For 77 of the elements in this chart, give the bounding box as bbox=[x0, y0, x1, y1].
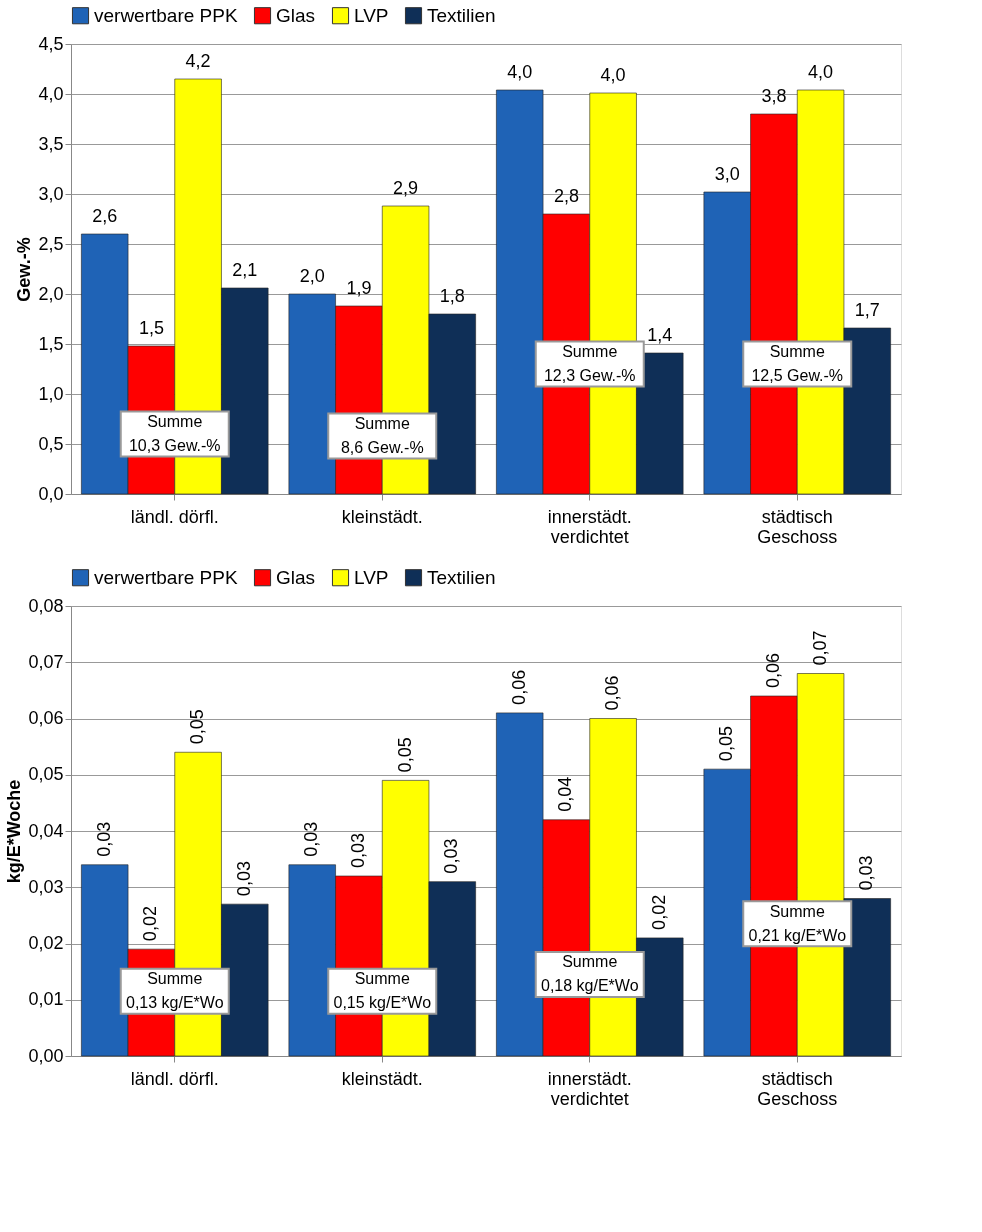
annotation: Summe 8,6 Gew.-% bbox=[340, 415, 424, 456]
data-label: 4,0 bbox=[808, 62, 834, 82]
y-tick-label: 0,08 bbox=[28, 595, 64, 616]
y-tick-label: 3,5 bbox=[38, 133, 64, 154]
data-label: 0,03 bbox=[233, 861, 254, 897]
legend-label: Textilien bbox=[427, 566, 496, 588]
data-label: 0,03 bbox=[441, 838, 462, 874]
data-label: 2,1 bbox=[232, 260, 258, 280]
data-label: 1,9 bbox=[346, 278, 372, 298]
data-label: 4,0 bbox=[507, 62, 533, 82]
x-tick-label: ländl. dörfl. bbox=[130, 1068, 219, 1089]
data-label: 0,04 bbox=[555, 776, 576, 812]
x-tick-label: ländl. dörfl. bbox=[130, 506, 219, 527]
legend-label: LVP bbox=[354, 566, 389, 588]
legend-label: verwertbare PPK bbox=[94, 4, 238, 26]
data-label: 1,4 bbox=[647, 325, 673, 345]
data-label: 0,02 bbox=[648, 894, 669, 930]
data-label: 3,0 bbox=[714, 164, 740, 184]
y-tick-label: 0,04 bbox=[28, 820, 64, 841]
x-tick-label: kleinstädt. bbox=[341, 506, 423, 527]
y-tick-label: 4,0 bbox=[38, 83, 64, 104]
y-axis-title: kg/E*Woche bbox=[4, 779, 25, 884]
x-tick-label: innerstädt. verdichtet bbox=[547, 1068, 632, 1109]
data-label: 0,07 bbox=[809, 630, 830, 666]
legend-label: LVP bbox=[354, 4, 389, 26]
data-label: 0,03 bbox=[856, 855, 877, 891]
annotation: Summe 12,3 Gew.-% bbox=[543, 343, 636, 384]
data-label: 2,0 bbox=[299, 266, 325, 286]
data-label: 2,6 bbox=[92, 206, 118, 226]
y-tick-label: 0,0 bbox=[38, 483, 64, 504]
data-label: 0,02 bbox=[140, 906, 161, 942]
data-label: 3,8 bbox=[761, 86, 787, 106]
annotation: Summe 0,21 kg/E*Wo bbox=[748, 902, 847, 944]
data-label: 0,05 bbox=[394, 737, 415, 773]
x-tick-label: kleinstädt. bbox=[341, 1068, 423, 1089]
y-tick-label: 0,5 bbox=[38, 433, 64, 454]
data-label: 0,06 bbox=[602, 675, 623, 711]
data-label: 0,06 bbox=[508, 669, 529, 705]
data-label: 2,9 bbox=[393, 178, 419, 198]
data-label: 1,7 bbox=[854, 300, 880, 320]
data-label: 0,05 bbox=[187, 709, 208, 745]
data-label: 1,8 bbox=[439, 286, 465, 306]
y-tick-label: 0,03 bbox=[28, 876, 64, 897]
y-tick-label: 1,5 bbox=[38, 333, 64, 354]
y-tick-label: 1,0 bbox=[38, 383, 64, 404]
x-tick-label: städtisch Geschoss bbox=[757, 1068, 838, 1109]
y-tick-label: 2,0 bbox=[38, 283, 64, 304]
y-tick-label: 0,07 bbox=[28, 651, 64, 672]
data-label: 0,06 bbox=[762, 652, 783, 688]
y-tick-label: 0,06 bbox=[28, 708, 64, 728]
data-label: 1,5 bbox=[138, 318, 164, 338]
data-label: 0,05 bbox=[716, 726, 737, 762]
data-label: 0,03 bbox=[301, 821, 322, 857]
y-tick-label: 0,02 bbox=[28, 933, 64, 953]
legend-label: Glas bbox=[276, 4, 316, 26]
y-tick-label: 0,00 bbox=[28, 1045, 64, 1066]
y-axis-title: Gew.-% bbox=[14, 237, 35, 302]
data-label: 0,03 bbox=[347, 832, 368, 868]
data-label: 2,8 bbox=[553, 186, 579, 206]
data-label: 4,2 bbox=[185, 51, 211, 71]
x-tick-label: innerstädt. verdichtet bbox=[547, 506, 632, 547]
y-tick-label: 4,5 bbox=[38, 33, 64, 54]
y-tick-label: 3,0 bbox=[38, 183, 64, 204]
annotation: Summe 0,13 kg/E*Wo bbox=[125, 970, 224, 1012]
y-tick-label: 0,05 bbox=[28, 764, 64, 785]
legend-label: Textilien bbox=[427, 4, 496, 26]
y-tick-label: 2,5 bbox=[38, 233, 64, 254]
annotation: Summe 0,18 kg/E*Wo bbox=[540, 953, 639, 995]
x-tick-label: städtisch Geschoss bbox=[757, 506, 838, 547]
data-label: 0,03 bbox=[93, 821, 114, 857]
annotation: Summe 10,3 Gew.-% bbox=[128, 413, 221, 454]
data-label: 4,0 bbox=[600, 65, 626, 85]
legend-label: verwertbare PPK bbox=[94, 566, 238, 588]
y-tick-label: 0,01 bbox=[28, 989, 64, 1010]
annotation: Summe 0,15 kg/E*Wo bbox=[333, 970, 432, 1012]
annotation: Summe 12,5 Gew.-% bbox=[751, 343, 844, 384]
legend-label: Glas bbox=[276, 566, 316, 588]
